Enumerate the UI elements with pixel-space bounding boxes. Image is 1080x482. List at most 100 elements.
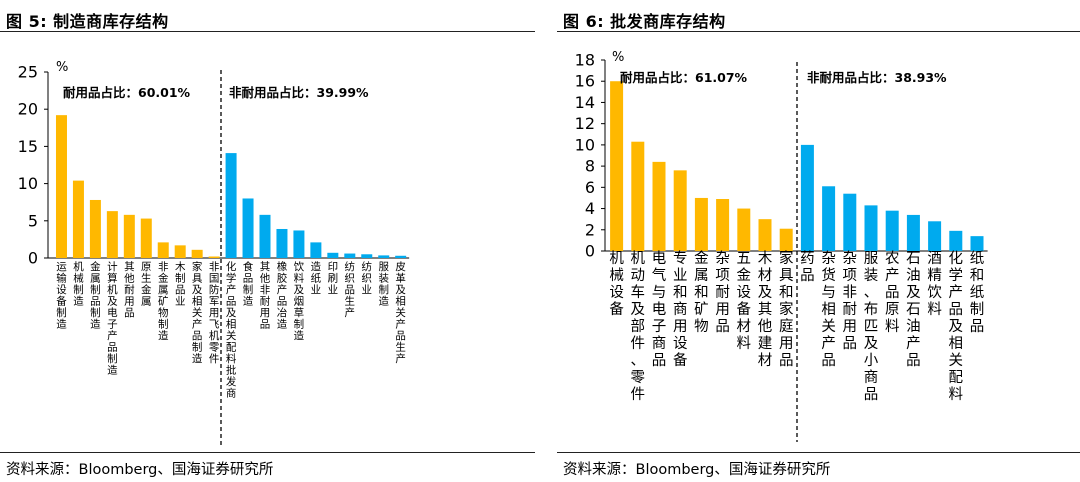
category-label: 家具和家庭用品 xyxy=(779,250,794,369)
bar xyxy=(72,180,84,258)
category-label: 运输设备制造 xyxy=(56,261,67,331)
bar xyxy=(293,230,305,258)
bar xyxy=(191,249,203,258)
bar xyxy=(174,245,186,258)
category-label: 纺织业 xyxy=(362,260,373,296)
category-label: 金属制品制造 xyxy=(90,260,101,331)
category-label: 非国防军用飞机零件 xyxy=(209,261,220,365)
category-label: 皮革及相关产品生产 xyxy=(395,260,406,365)
y-tick-label: 10 xyxy=(18,174,38,193)
category-label: 木材及其他建材 xyxy=(758,250,773,369)
category-label: 非金属矿物制造 xyxy=(158,261,169,342)
bar xyxy=(225,153,237,258)
y-tick-label: 0 xyxy=(585,242,595,261)
category-label: 机械制造 xyxy=(73,260,84,308)
bar xyxy=(928,221,942,251)
category-label: 酒精饮料 xyxy=(927,250,942,318)
bar xyxy=(694,197,708,251)
bar xyxy=(970,236,984,251)
y-tick-label: 20 xyxy=(18,100,38,119)
bar xyxy=(106,211,118,258)
bar xyxy=(843,193,857,251)
bar xyxy=(737,208,751,251)
category-label: 电气与电子商品 xyxy=(652,250,667,369)
category-label: 药品 xyxy=(800,250,815,284)
nondurable-share-annotation: 非耐用品占比：39.99% xyxy=(229,85,369,100)
y-tick-label: 0 xyxy=(28,249,38,268)
bar xyxy=(652,161,666,251)
bar-chart-wholesaler-inventory: 0 2 4 6 8 10 12 14 16 18 % 机械设备机动车及部件、零件电气与电子商品专业和商… xyxy=(575,50,988,442)
source-rule xyxy=(557,452,1080,453)
category-label: 服装、布匹及小商品 xyxy=(864,251,879,403)
category-label: 机动车及部件、零件 xyxy=(631,250,646,403)
title-rule xyxy=(0,31,535,32)
category-label: 杂项非耐用品 xyxy=(843,250,858,352)
title-rule xyxy=(557,31,1080,32)
bar xyxy=(610,81,624,251)
bar xyxy=(395,255,407,258)
y-tick-label: 18 xyxy=(575,51,595,70)
category-label: 化学产品及相关配料批发商 xyxy=(226,260,237,400)
bar xyxy=(276,228,288,258)
y-axis-unit-label: % xyxy=(56,60,68,75)
y-tick-label: 12 xyxy=(575,114,595,133)
category-label: 其他非耐用品 xyxy=(260,261,271,331)
source-note: 资料来源：Bloomberg、国海证券研究所 xyxy=(6,462,274,478)
category-label: 石油及石油产品 xyxy=(906,251,921,369)
bar xyxy=(55,115,67,258)
category-label: 金属和矿物 xyxy=(694,250,709,335)
bar xyxy=(949,230,963,251)
y-tick-label: 6 xyxy=(585,178,595,197)
category-label: 机械设备 xyxy=(609,250,624,318)
category-label: 纸和纸制品 xyxy=(970,250,985,335)
category-label: 杂项耐用品 xyxy=(715,250,730,335)
bar xyxy=(822,186,836,251)
bar xyxy=(327,252,339,258)
bar xyxy=(157,242,169,258)
category-label: 印刷业 xyxy=(328,261,339,296)
bar xyxy=(123,214,135,258)
category-label: 杂货与相关产品 xyxy=(821,250,836,369)
bar xyxy=(864,205,878,251)
durable-share-annotation: 耐用品占比：61.07% xyxy=(620,70,748,85)
source-rule xyxy=(0,452,535,453)
bar xyxy=(906,214,920,251)
y-tick-label: 25 xyxy=(18,63,38,82)
y-tick-label: 5 xyxy=(28,211,38,230)
bar xyxy=(716,199,730,251)
bar xyxy=(310,242,322,258)
category-label: 造纸业 xyxy=(311,260,322,296)
y-tick-label: 8 xyxy=(585,157,595,176)
bar xyxy=(779,228,793,251)
category-label: 其他耐用品 xyxy=(124,261,135,319)
bar xyxy=(631,141,645,251)
category-label: 饮料及烟草制造 xyxy=(294,260,305,342)
nondurable-share-annotation: 非耐用品占比：38.93% xyxy=(807,70,947,85)
category-label: 食品制造 xyxy=(243,260,254,308)
category-label: 纺织品生产 xyxy=(345,260,356,319)
category-label: 木制品业 xyxy=(175,261,186,308)
bar xyxy=(140,218,152,258)
y-tick-label: 10 xyxy=(575,135,595,154)
category-label: 专业和商用设备 xyxy=(673,250,688,369)
figure-title: 图 5: 制造商库存结构 xyxy=(6,12,169,31)
bar xyxy=(259,214,271,258)
bar xyxy=(361,254,373,258)
bar xyxy=(242,198,254,258)
bar-chart-manufacturer-inventory: 0 5 10 15 20 25 % 运输设备制造机械制造金属制品制造计算机及电子产品制造其他耐… xyxy=(18,60,410,445)
chart-panel-right: 图 6: 批发商库存结构 0 2 4 6 8 10 12 14 16 18% 机械设备 机动车及部件、… xyxy=(557,0,1080,482)
category-label: 五金设备材料 xyxy=(737,251,752,352)
category-label: 橡胶产品冶造 xyxy=(277,260,288,331)
bar xyxy=(673,170,687,251)
bar xyxy=(885,210,899,251)
y-tick-label: 15 xyxy=(18,137,38,156)
category-label: 原生金属 xyxy=(141,261,152,308)
category-label: 家具及相关产品制造 xyxy=(192,260,203,365)
category-label: 化学产品及相关配料 xyxy=(949,250,964,403)
category-label: 农产品原料 xyxy=(885,250,900,335)
y-tick-label: 2 xyxy=(585,220,595,239)
bar xyxy=(208,256,220,258)
y-tick-label: 14 xyxy=(575,93,595,112)
durable-share-annotation: 耐用品占比：60.01% xyxy=(63,85,191,100)
bar xyxy=(89,199,101,258)
